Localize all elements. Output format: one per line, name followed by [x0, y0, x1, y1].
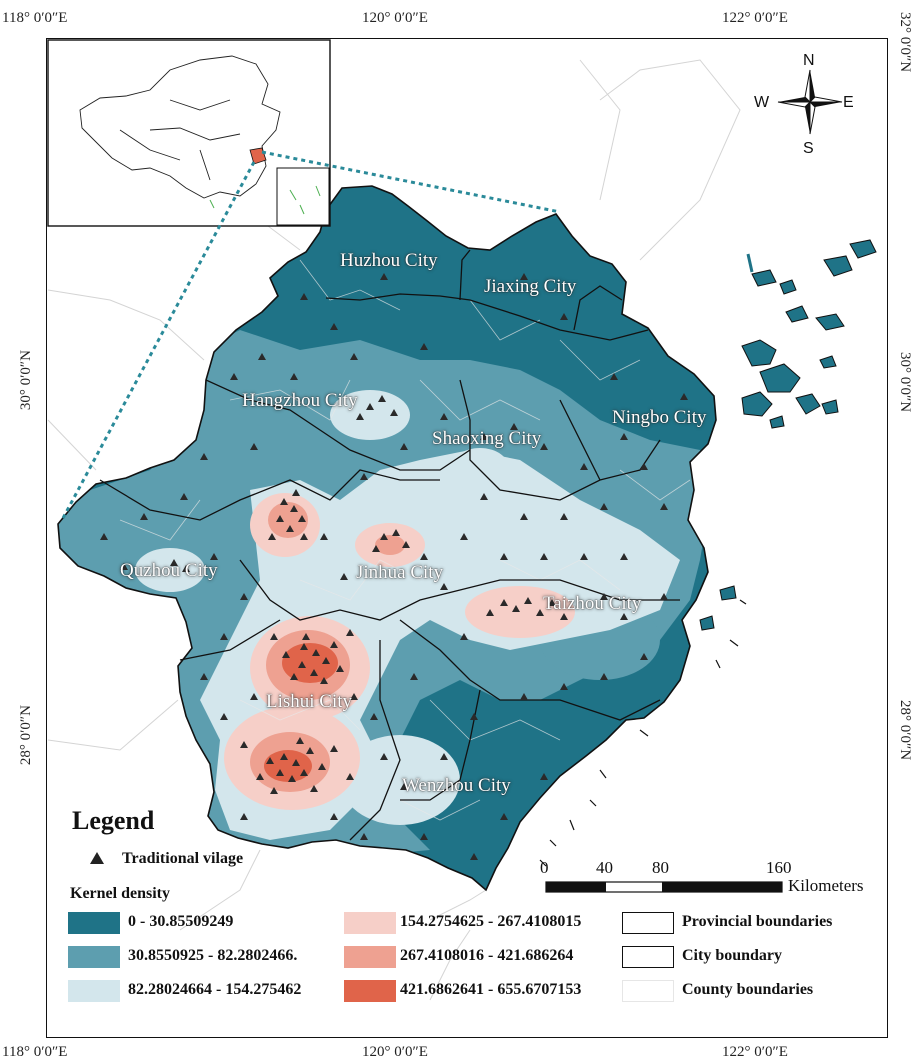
- bottom-longitude-label-120: 120° 0′0″E: [362, 1044, 428, 1060]
- legend-label-class-2: 30.8550925 - 82.2802466.: [128, 947, 298, 964]
- bottom-longitude-label-118: 118° 0′0″E: [2, 1044, 68, 1060]
- scale-bar: [545, 881, 783, 893]
- city-label-taizhou: Taizhou City: [543, 593, 642, 614]
- compass-east-label: E: [843, 94, 854, 111]
- legend-label-city: City boundary: [682, 947, 783, 964]
- legend-label-county: County boundaries: [682, 981, 814, 998]
- legend-swatch-class-2: [68, 946, 120, 968]
- legend-label-class-5: 267.4108016 - 421.686264: [400, 947, 574, 964]
- compass-west-label: W: [754, 94, 770, 111]
- scale-tick-80: 80: [652, 858, 669, 877]
- county-boundaries: [119, 259, 691, 821]
- city-boundaries: [99, 249, 680, 841]
- city-label-hangzhou: Hangzhou City: [242, 390, 358, 411]
- city-label-wenzhou: Wenzhou City: [402, 775, 511, 796]
- traditional-village-symbol: [90, 852, 104, 864]
- city-label-lishui: Lishui City: [266, 691, 353, 712]
- compass-north-label: N: [803, 52, 815, 69]
- legend-label-class-6: 421.6862641 - 655.6707153: [400, 981, 582, 998]
- legend-swatch-county: [622, 980, 674, 1002]
- legend-swatch-class-4: [344, 912, 396, 934]
- city-label-quzhou: Quzhou City: [120, 560, 218, 581]
- legend-swatch-class-5: [344, 946, 396, 968]
- scale-tick-40: 40: [596, 858, 613, 877]
- legend-label-class-1: 0 - 30.85509249: [128, 913, 234, 930]
- bottom-longitude-label-122: 122° 0′0″E: [722, 1044, 788, 1060]
- right-latitude-label-30: 30° 0′0″N: [897, 352, 913, 413]
- legend-village-label: Traditional vilage: [122, 850, 244, 867]
- city-label-ningbo: Ningbo City: [612, 407, 707, 428]
- right-latitude-label-32: 32° 0′0″N: [897, 12, 913, 73]
- small-islets: [539, 253, 754, 867]
- compass-south-label: S: [803, 140, 814, 157]
- coastal-islands: [699, 239, 877, 631]
- legend-swatch-class-1: [68, 912, 120, 934]
- legend-label-provincial: Provincial boundaries: [682, 913, 833, 930]
- top-longitude-label-122: 122° 0′0″E: [722, 10, 788, 26]
- city-label-jinhua: Jinhua City: [356, 562, 444, 583]
- right-latitude-label-28: 28° 0′0″N: [897, 700, 913, 761]
- legend-swatch-class-3: [68, 980, 120, 1002]
- legend-label-class-3: 82.28024664 - 154.275462: [128, 981, 302, 998]
- top-longitude-label-118: 118° 0′0″E: [2, 10, 68, 26]
- top-longitude-label-120: 120° 0′0″E: [362, 10, 428, 26]
- city-label-jiaxing: Jiaxing City: [484, 276, 577, 297]
- scale-unit-label: Kilometers: [788, 876, 864, 895]
- legend-swatch-city: [622, 946, 674, 968]
- scale-tick-0: 0: [540, 858, 549, 877]
- scale-tick-160: 160: [766, 858, 792, 877]
- city-label-shaoxing: Shaoxing City: [432, 428, 542, 449]
- legend-density-title: Kernel density: [70, 885, 170, 902]
- inset-islands: [209, 185, 321, 215]
- inset-callout-lines: [60, 150, 561, 521]
- legend-title: Legend: [72, 806, 155, 835]
- map-frame: [46, 38, 888, 1038]
- city-label-huzhou: Huzhou City: [340, 250, 438, 271]
- inset-south-sea-box: [276, 167, 330, 226]
- north-arrow: [777, 69, 843, 135]
- legend-label-class-4: 154.2754625 - 267.4108015: [400, 913, 582, 930]
- legend-swatch-class-6: [344, 980, 396, 1002]
- traditional-village-points: [100, 273, 688, 860]
- legend-swatch-provincial: [622, 912, 674, 934]
